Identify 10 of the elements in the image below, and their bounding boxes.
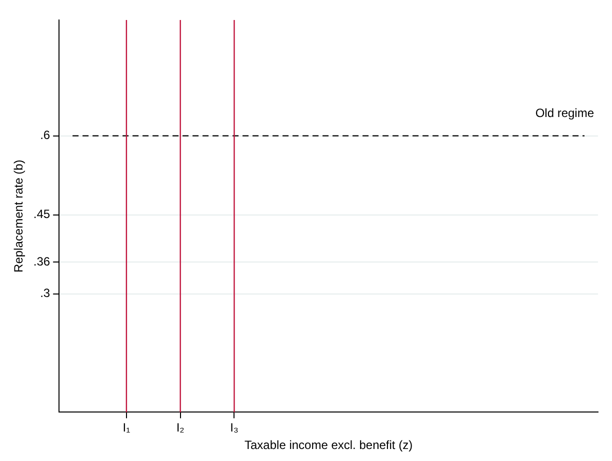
x-tick-label: I₃ xyxy=(230,420,238,435)
x-axis-title: Taxable income excl. benefit (z) xyxy=(244,438,413,452)
y-axis-title: Replacement rate (b) xyxy=(12,160,26,272)
y-tick-label: .3 xyxy=(40,286,50,300)
series-label: Old regime xyxy=(535,106,594,120)
y-tick-label: .36 xyxy=(33,254,50,268)
y-tick-label: .45 xyxy=(33,207,50,222)
x-tick-label: I₂ xyxy=(176,420,185,435)
x-tick-label: I₁ xyxy=(122,420,130,435)
y-tick-label: .6 xyxy=(40,128,50,142)
